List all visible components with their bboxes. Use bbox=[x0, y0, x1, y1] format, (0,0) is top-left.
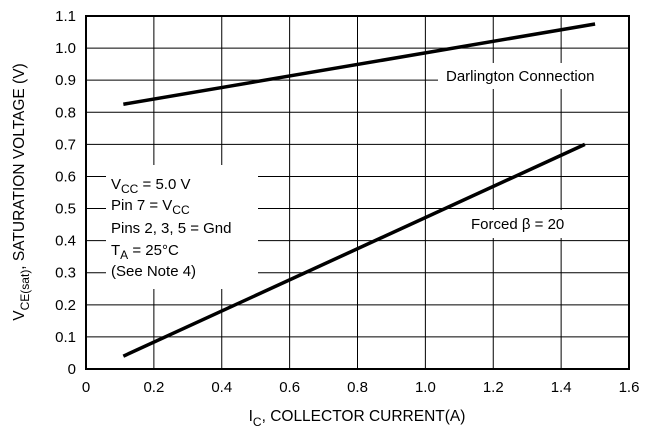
y-tick-label: 0.7 bbox=[55, 136, 76, 153]
darlington-label-mask bbox=[438, 63, 628, 89]
y-tick-label: 0 bbox=[68, 361, 76, 378]
condition-note: (See Note 4) bbox=[111, 263, 196, 280]
series-line-forced-beta bbox=[122, 142, 586, 358]
series-label-darlington: Darlington Connection bbox=[446, 68, 594, 85]
x-tick-label: 1.0 bbox=[415, 379, 436, 396]
y-tick-label: 0.5 bbox=[55, 201, 76, 218]
y-tick-label: 1.0 bbox=[55, 40, 76, 57]
y-tick-label: 0.9 bbox=[55, 72, 76, 89]
x-tick-label: 0.2 bbox=[143, 379, 164, 396]
plot-frame bbox=[85, 15, 630, 370]
y-tick-label: 0.3 bbox=[55, 265, 76, 282]
x-tick-label: 1.6 bbox=[619, 379, 640, 396]
forced-beta-label-mask bbox=[464, 210, 590, 238]
x-tick-labels: 0 0.2 0.4 0.6 0.8 1.0 1.2 1.4 1.6 bbox=[82, 379, 640, 396]
x-tick-label: 1.4 bbox=[551, 379, 572, 396]
condition-ta: TA = 25°C bbox=[111, 242, 179, 262]
condition-vcc: VCC = 5.0 V bbox=[111, 176, 190, 196]
y-tick-label: 0.8 bbox=[55, 104, 76, 121]
condition-pins-gnd: Pins 2, 3, 5 = Gnd bbox=[111, 220, 232, 237]
y-tick-labels: 0 0.1 0.2 0.3 0.4 0.5 0.6 0.7 0.8 0.9 1.0 1.1 bbox=[55, 8, 76, 378]
y-axis-title: VCE(sat), SATURATION VOLTAGE (V) bbox=[11, 63, 32, 320]
x-tick-label: 0.4 bbox=[211, 379, 232, 396]
x-tick-label: 0.6 bbox=[279, 379, 300, 396]
y-tick-label: 1.1 bbox=[55, 8, 76, 25]
x-tick-label: 0 bbox=[82, 379, 90, 396]
x-tick-label: 0.8 bbox=[347, 379, 368, 396]
y-tick-label: 0.2 bbox=[55, 297, 76, 314]
x-tick-label: 1.2 bbox=[483, 379, 504, 396]
y-tick-label: 0.1 bbox=[55, 329, 76, 346]
condition-pin7: Pin 7 = VCC bbox=[111, 197, 190, 217]
conditions-mask bbox=[106, 165, 258, 289]
y-tick-label: 0.4 bbox=[55, 233, 76, 250]
series-line-darlington bbox=[123, 22, 596, 106]
x-axis-title: IC, COLLECTOR CURRENT(A) bbox=[249, 408, 466, 429]
test-conditions: VCC = 5.0 V Pin 7 = VCC Pins 2, 3, 5 = G… bbox=[111, 176, 232, 280]
series-label-forced-beta: Forced β = 20 bbox=[471, 216, 564, 233]
series-layer bbox=[122, 22, 596, 358]
y-tick-label: 0.6 bbox=[55, 168, 76, 185]
